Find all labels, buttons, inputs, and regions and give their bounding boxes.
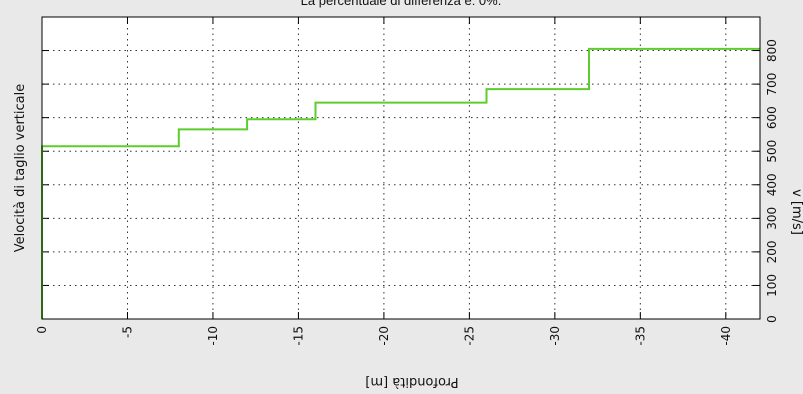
y-axis-title-left: Velocità di taglio verticale (13, 84, 28, 253)
x-tick-label: -40 (719, 326, 733, 346)
y-tick-label: 700 (765, 73, 779, 96)
plot-background (42, 17, 760, 319)
y-tick-label: 500 (765, 140, 779, 163)
y-tick-label: 0 (765, 315, 779, 323)
grid-lines (42, 17, 760, 319)
x-tick-label: -15 (291, 326, 305, 346)
y-tick-label: 300 (765, 207, 779, 230)
velocity-step-line (41, 47, 760, 319)
y-tick-label: 600 (765, 106, 779, 129)
y-tick-labels: 0 100 200 300 400 500 600 700 800 (765, 39, 779, 323)
x-tick-label: -20 (377, 326, 391, 346)
y-tick-label: 200 (765, 240, 779, 263)
x-tick-label: 0 (35, 326, 49, 334)
x-tick-label: -30 (548, 326, 562, 346)
x-tick-label: -5 (120, 326, 134, 338)
y-axis-title-right: v [m/s] (789, 189, 803, 235)
x-tick-label: -35 (633, 326, 647, 346)
y-tick-label: 100 (765, 274, 779, 297)
plot-frame (41, 16, 761, 320)
x-tick-label: -10 (206, 326, 220, 346)
x-tick-labels: 0 -5 -10 -15 -20 -25 -30 -35 -40 (35, 326, 733, 346)
y-tick-label: 800 (765, 39, 779, 62)
chart-title: La percentuale di differenza è: 0%. (301, 0, 502, 8)
series-layer (41, 47, 760, 319)
y-tick-label: 400 (765, 173, 779, 196)
x-tick-label: -25 (462, 326, 476, 346)
x-axis-title: Profondità [m] (365, 374, 458, 389)
